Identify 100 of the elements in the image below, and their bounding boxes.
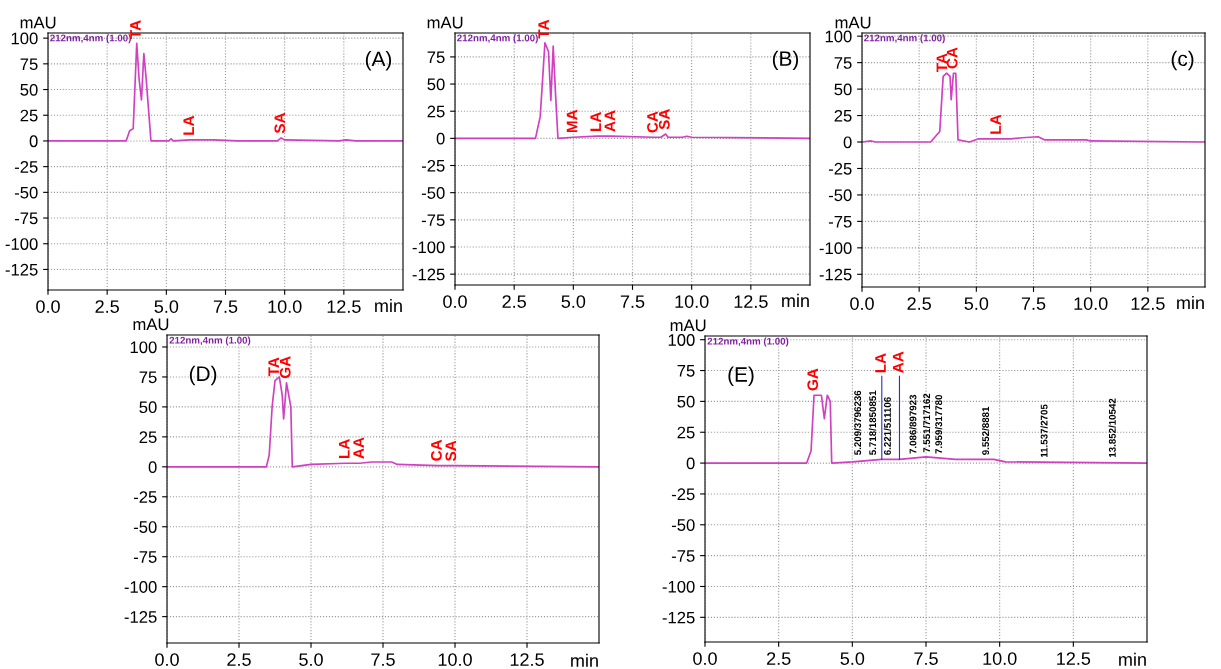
annotation: 7.551/717162 bbox=[922, 393, 931, 453]
y-tick-label: 25 bbox=[834, 109, 852, 122]
annotation: AA bbox=[353, 437, 364, 459]
y-tick-label: -25 bbox=[671, 488, 695, 501]
y-tick-label: -125 bbox=[662, 611, 695, 624]
y-tick-label: 25 bbox=[139, 431, 157, 444]
annotation: 13.852/10542 bbox=[1108, 398, 1116, 458]
y-tick-label: 50 bbox=[427, 78, 445, 91]
x-axis-title: min bbox=[1177, 295, 1204, 309]
y-tick-label: 100 bbox=[668, 334, 695, 346]
y-axis-title: mAU bbox=[133, 318, 169, 331]
x-tick-label: 5.0 bbox=[299, 653, 323, 666]
x-tick-label: 5.0 bbox=[154, 300, 179, 313]
y-tick-label: -25 bbox=[14, 161, 38, 173]
y-tick-label: -75 bbox=[828, 215, 852, 228]
annotation: 212nm,4nm (1.00) bbox=[864, 34, 945, 44]
y-tick-label: 25 bbox=[677, 426, 695, 439]
y-tick-label: -75 bbox=[133, 551, 157, 563]
y-tick-label: -125 bbox=[819, 268, 852, 281]
annotation: LA bbox=[990, 114, 1001, 134]
y-tick-label: -75 bbox=[14, 212, 38, 225]
annotation: LA bbox=[590, 112, 601, 131]
y-tick-label: -100 bbox=[412, 241, 445, 254]
x-tick-label: 12.5 bbox=[1131, 297, 1165, 310]
annotation: GA bbox=[279, 356, 291, 379]
x-tick-label: 7.5 bbox=[213, 300, 238, 313]
x-tick-label: 10.0 bbox=[438, 653, 472, 666]
y-tick-label: 75 bbox=[677, 365, 695, 377]
x-tick-label: 12.5 bbox=[327, 300, 361, 313]
text: (D) bbox=[189, 365, 217, 386]
annotation: AA bbox=[604, 110, 616, 132]
text: (B) bbox=[772, 50, 799, 71]
y-tick-label: -25 bbox=[421, 159, 445, 172]
y-tick-label: 50 bbox=[20, 83, 38, 96]
annotation: LA bbox=[183, 115, 194, 135]
text: (c) bbox=[1171, 50, 1194, 71]
x-tick-label: 2.5 bbox=[502, 295, 526, 308]
y-tick-label: 75 bbox=[427, 51, 445, 64]
y-tick-label: 25 bbox=[20, 109, 38, 122]
y-tick-label: 25 bbox=[427, 105, 445, 118]
x-tick-label: 10.0 bbox=[1074, 297, 1108, 310]
x-tick-label: 5.0 bbox=[561, 295, 586, 308]
x-tick-label: 10.0 bbox=[268, 300, 302, 313]
text: (E) bbox=[728, 366, 754, 387]
annotation: 6.221/511106 bbox=[883, 397, 892, 455]
x-tick-label: 2.5 bbox=[227, 653, 251, 666]
annotation: SA bbox=[274, 112, 286, 134]
annotation: SA bbox=[658, 109, 670, 130]
line-series bbox=[862, 72, 1205, 143]
y-tick-label: 75 bbox=[20, 58, 38, 71]
y-tick-label: -25 bbox=[828, 162, 852, 175]
annotation: 212nm,4nm (1.00) bbox=[169, 336, 251, 346]
y-tick-label: 0 bbox=[686, 457, 695, 470]
y-tick-label: 100 bbox=[825, 30, 852, 43]
x-axis-title: min bbox=[375, 298, 402, 313]
x-tick-label: 0.0 bbox=[36, 300, 60, 313]
y-tick-label: -125 bbox=[412, 268, 445, 281]
y-axis-title: mAU bbox=[835, 16, 871, 29]
x-tick-label: 5.0 bbox=[840, 652, 865, 665]
annotation: CA bbox=[647, 111, 658, 133]
y-tick-label: 100 bbox=[11, 32, 38, 45]
x-tick-label: 7.5 bbox=[914, 652, 938, 665]
annotation: 7.959/317780 bbox=[934, 394, 943, 454]
y-tick-label: -50 bbox=[671, 519, 695, 531]
y-tick-label: -50 bbox=[133, 521, 157, 533]
annotation: 212nm,4nm (1.00) bbox=[50, 34, 131, 44]
x-tick-label: 12.5 bbox=[1057, 652, 1091, 665]
x-tick-label: 2.5 bbox=[95, 300, 119, 313]
x-axis-title: min bbox=[1119, 652, 1146, 666]
y-axis-title: mAU bbox=[20, 16, 56, 29]
y-tick-label: 0 bbox=[148, 461, 157, 474]
y-tick-label: -75 bbox=[671, 550, 695, 562]
annotation: 9.552/8881 bbox=[981, 406, 990, 455]
annotation: SA bbox=[445, 440, 457, 462]
x-tick-label: 10.0 bbox=[675, 295, 709, 308]
y-axis-title: mAU bbox=[427, 16, 463, 29]
annotation: TA bbox=[936, 53, 948, 73]
x-axis-title: min bbox=[782, 293, 809, 307]
y-tick-label: 0 bbox=[29, 135, 38, 148]
y-tick-label: 0 bbox=[436, 132, 445, 145]
annotation: CA bbox=[431, 439, 442, 461]
annotation: MA bbox=[566, 109, 578, 133]
y-tick-label: 100 bbox=[130, 341, 157, 354]
y-tick-label: 50 bbox=[677, 395, 695, 408]
x-tick-label: 0.0 bbox=[155, 653, 179, 666]
annotation: LA bbox=[875, 353, 886, 373]
x-axis-title: min bbox=[571, 653, 598, 667]
annotation: 212nm,4nm (1.00) bbox=[707, 337, 789, 347]
y-tick-label: -100 bbox=[662, 580, 695, 593]
y-tick-label: -125 bbox=[5, 263, 38, 276]
annotation: TA bbox=[538, 19, 549, 39]
x-tick-label: 0.0 bbox=[693, 652, 717, 665]
x-tick-label: 0.0 bbox=[850, 297, 874, 310]
annotation: 5.209/3796236 bbox=[853, 390, 862, 455]
x-tick-label: 12.5 bbox=[734, 295, 768, 308]
x-tick-label: 12.5 bbox=[510, 653, 544, 666]
y-tick-label: -125 bbox=[124, 611, 157, 623]
y-axis-title: mAU bbox=[670, 319, 706, 332]
annotation: 11.537/2705 bbox=[1040, 404, 1048, 458]
x-tick-label: 7.5 bbox=[371, 653, 395, 666]
